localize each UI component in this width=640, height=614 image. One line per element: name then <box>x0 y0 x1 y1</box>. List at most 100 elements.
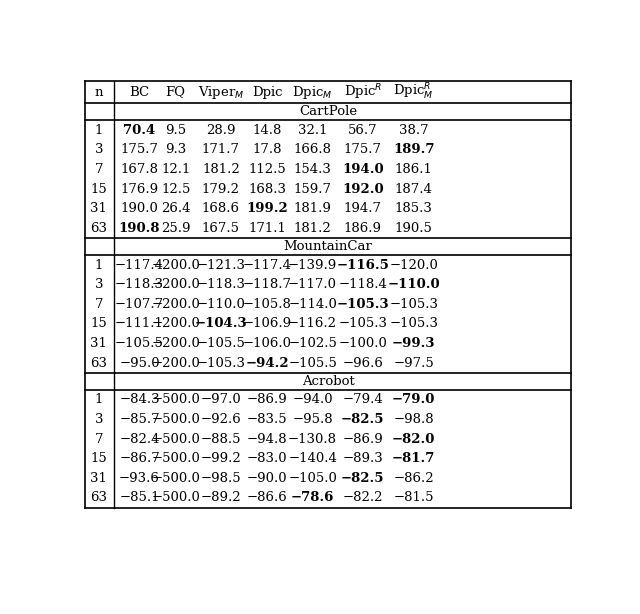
Text: 171.1: 171.1 <box>248 222 286 235</box>
Text: 7: 7 <box>95 298 103 311</box>
Text: −98.8: −98.8 <box>394 413 434 426</box>
Text: 15: 15 <box>90 317 108 330</box>
Text: 12.5: 12.5 <box>161 182 191 196</box>
Text: −116.5: −116.5 <box>336 258 389 271</box>
Text: 185.3: 185.3 <box>395 202 433 216</box>
Text: 167.5: 167.5 <box>202 222 240 235</box>
Text: −105.3: −105.3 <box>337 298 389 311</box>
Text: −95.0: −95.0 <box>119 357 160 370</box>
Text: 17.8: 17.8 <box>252 144 282 157</box>
Text: Acrobot: Acrobot <box>301 375 355 388</box>
Text: 12.1: 12.1 <box>161 163 191 176</box>
Text: 3: 3 <box>95 144 103 157</box>
Text: −82.5: −82.5 <box>341 413 385 426</box>
Text: −118.3: −118.3 <box>115 278 164 291</box>
Text: −94.8: −94.8 <box>246 432 287 446</box>
Text: −79.4: −79.4 <box>342 394 383 406</box>
Text: 171.7: 171.7 <box>202 144 240 157</box>
Text: −89.2: −89.2 <box>200 491 241 504</box>
Text: −92.6: −92.6 <box>200 413 241 426</box>
Text: 186.1: 186.1 <box>395 163 433 176</box>
Text: 190.5: 190.5 <box>395 222 433 235</box>
Text: 9.5: 9.5 <box>165 124 186 137</box>
Text: 189.7: 189.7 <box>393 144 435 157</box>
Text: −81.7: −81.7 <box>392 452 435 465</box>
Text: 3: 3 <box>95 413 103 426</box>
Text: Dpic: Dpic <box>252 85 282 99</box>
Text: −104.3: −104.3 <box>195 317 247 330</box>
Text: 38.7: 38.7 <box>399 124 429 137</box>
Text: 25.9: 25.9 <box>161 222 191 235</box>
Text: −85.7: −85.7 <box>119 413 160 426</box>
Text: −83.5: −83.5 <box>246 413 287 426</box>
Text: −200.0: −200.0 <box>151 337 200 350</box>
Text: 186.9: 186.9 <box>344 222 381 235</box>
Text: −95.8: −95.8 <box>292 413 333 426</box>
Text: 176.9: 176.9 <box>120 182 159 196</box>
Text: 63: 63 <box>90 491 108 504</box>
Text: −88.5: −88.5 <box>200 432 241 446</box>
Text: −93.6: −93.6 <box>119 472 160 485</box>
Text: 7: 7 <box>95 432 103 446</box>
Text: FQ: FQ <box>166 85 186 99</box>
Text: −90.0: −90.0 <box>246 472 287 485</box>
Text: −121.3: −121.3 <box>196 258 245 271</box>
Text: −200.0: −200.0 <box>151 258 200 271</box>
Text: Dpic$^R$: Dpic$^R$ <box>344 82 382 102</box>
Text: 179.2: 179.2 <box>202 182 240 196</box>
Text: −97.0: −97.0 <box>200 394 241 406</box>
Text: 31: 31 <box>90 472 108 485</box>
Text: CartPole: CartPole <box>299 106 357 119</box>
Text: −82.2: −82.2 <box>342 491 383 504</box>
Text: −84.3: −84.3 <box>119 394 160 406</box>
Text: −110.0: −110.0 <box>387 278 440 291</box>
Text: −500.0: −500.0 <box>151 432 200 446</box>
Text: −86.6: −86.6 <box>246 491 287 504</box>
Text: 190.8: 190.8 <box>119 222 160 235</box>
Text: BC: BC <box>129 85 150 99</box>
Text: −99.2: −99.2 <box>200 452 241 465</box>
Text: Dpic$_M$: Dpic$_M$ <box>292 84 333 101</box>
Text: −105.8: −105.8 <box>243 298 291 311</box>
Text: −83.0: −83.0 <box>246 452 287 465</box>
Text: MountainCar: MountainCar <box>284 240 372 253</box>
Text: −140.4: −140.4 <box>288 452 337 465</box>
Text: 63: 63 <box>90 357 108 370</box>
Text: 32.1: 32.1 <box>298 124 328 137</box>
Text: −105.5: −105.5 <box>115 337 164 350</box>
Text: 112.5: 112.5 <box>248 163 286 176</box>
Text: n: n <box>95 85 103 99</box>
Text: 168.3: 168.3 <box>248 182 286 196</box>
Text: −86.9: −86.9 <box>246 394 287 406</box>
Text: 1: 1 <box>95 124 103 137</box>
Text: −86.2: −86.2 <box>394 472 434 485</box>
Text: −139.9: −139.9 <box>288 258 337 271</box>
Text: −110.0: −110.0 <box>196 298 245 311</box>
Text: 26.4: 26.4 <box>161 202 191 216</box>
Text: 159.7: 159.7 <box>294 182 332 196</box>
Text: 154.3: 154.3 <box>294 163 332 176</box>
Text: −500.0: −500.0 <box>151 413 200 426</box>
Text: −105.0: −105.0 <box>288 472 337 485</box>
Text: 31: 31 <box>90 202 108 216</box>
Text: −105.3: −105.3 <box>389 298 438 311</box>
Text: −105.5: −105.5 <box>196 337 245 350</box>
Text: 194.0: 194.0 <box>342 163 383 176</box>
Text: −130.8: −130.8 <box>288 432 337 446</box>
Text: 175.7: 175.7 <box>344 144 381 157</box>
Text: 199.2: 199.2 <box>246 202 288 216</box>
Text: −200.0: −200.0 <box>151 317 200 330</box>
Text: 70.4: 70.4 <box>124 124 156 137</box>
Text: −78.6: −78.6 <box>291 491 334 504</box>
Text: −111.1: −111.1 <box>115 317 164 330</box>
Text: −81.5: −81.5 <box>394 491 434 504</box>
Text: −118.4: −118.4 <box>339 278 387 291</box>
Text: Dpic$^R_M$: Dpic$^R_M$ <box>394 82 434 102</box>
Text: 28.9: 28.9 <box>206 124 236 137</box>
Text: 187.4: 187.4 <box>395 182 433 196</box>
Text: −114.0: −114.0 <box>288 298 337 311</box>
Text: −100.0: −100.0 <box>339 337 387 350</box>
Text: −105.5: −105.5 <box>288 357 337 370</box>
Text: −106.9: −106.9 <box>243 317 292 330</box>
Text: −79.0: −79.0 <box>392 394 435 406</box>
